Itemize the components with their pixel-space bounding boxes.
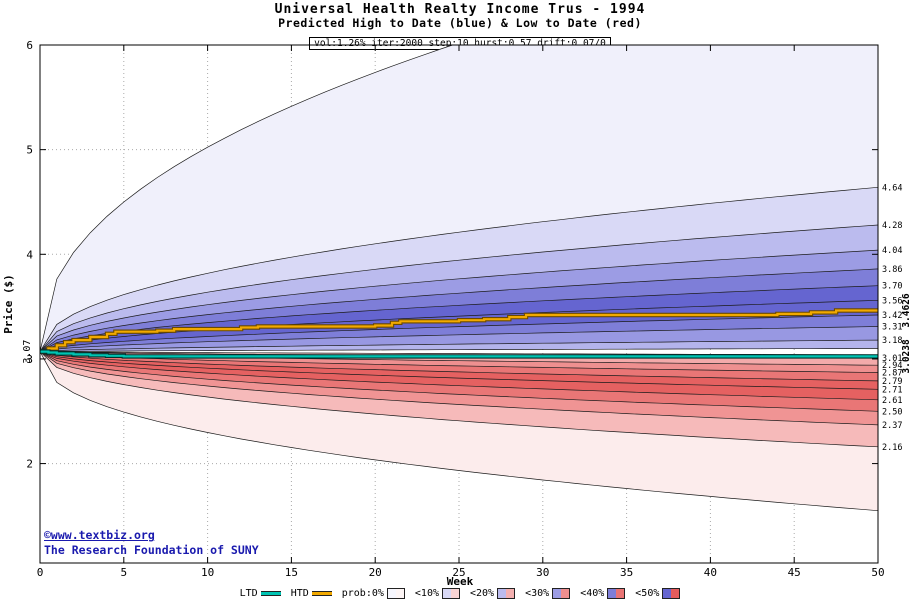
svg-text:2.94: 2.94: [882, 361, 902, 371]
legend-item-ltd: LTD: [240, 588, 281, 599]
legend-label: prob:0%: [341, 588, 384, 599]
legend-band-swatch: [662, 588, 681, 599]
legend-band-swatch: [442, 588, 460, 599]
svg-text:15: 15: [285, 566, 298, 579]
legend-label: <20%: [470, 588, 495, 599]
legend-label: <30%: [525, 588, 550, 599]
legend-label: <10%: [414, 588, 439, 599]
legend-line-swatch: [311, 591, 332, 596]
svg-text:3.86: 3.86: [882, 265, 902, 275]
copyright-block: ©www.textbiz.org The Research Foundation…: [44, 528, 259, 558]
legend-line-swatch: [260, 591, 281, 596]
legend-item-10: <10%: [415, 588, 460, 599]
right-value-labels: 4.64 4.28 4.04 3.86 3.70 3.56 3.423.31 3.18 3.01…: [882, 183, 902, 453]
svg-text:25: 25: [452, 566, 465, 579]
svg-text:3.01: 3.01: [882, 354, 902, 364]
svg-text:40: 40: [704, 566, 717, 579]
legend: LTD HTD prob:0% <10% <20% <30% <40% <50%: [0, 588, 920, 599]
legend-item-20: <20%: [470, 588, 516, 599]
legend-label: LTD: [239, 588, 258, 599]
htd-line: [40, 309, 878, 353]
ltd-line: [40, 350, 878, 358]
start-price-label: 3.07: [22, 340, 33, 364]
svg-text:2.61: 2.61: [882, 396, 902, 406]
svg-text:3.31: 3.31: [882, 322, 902, 332]
y-axis-label: Price ($): [2, 274, 15, 334]
svg-text:45: 45: [788, 566, 801, 579]
legend-band-swatch: [552, 588, 571, 599]
svg-text:2.37: 2.37: [882, 421, 902, 431]
svg-text:5: 5: [120, 566, 127, 579]
legend-item-50: <50%: [635, 588, 681, 599]
svg-text:3.42: 3.42: [882, 311, 902, 321]
svg-text:4.28: 4.28: [882, 221, 902, 231]
svg-text:3.18: 3.18: [882, 336, 902, 346]
svg-text:20: 20: [369, 566, 382, 579]
legend-band-swatch: [386, 588, 405, 599]
svg-text:4.04: 4.04: [882, 246, 902, 256]
svg-text:2.50: 2.50: [882, 407, 902, 417]
legend-label: HTD: [290, 588, 309, 599]
svg-text:6: 6: [26, 39, 33, 52]
copyright-link[interactable]: ©www.textbiz.org: [44, 528, 155, 542]
probability-bands: [40, 45, 878, 512]
svg-text:3.56: 3.56: [882, 296, 902, 306]
svg-text:3: 3: [26, 353, 33, 366]
svg-text:30: 30: [536, 566, 549, 579]
svg-text:35: 35: [620, 566, 633, 579]
legend-item-40: <40%: [580, 588, 626, 599]
htd-end-label: 3.4626: [901, 293, 912, 328]
copyright-org: The Research Foundation of SUNY: [44, 542, 259, 557]
svg-text:3.70: 3.70: [882, 282, 902, 292]
svg-text:10: 10: [201, 566, 214, 579]
legend-label: <40%: [580, 588, 605, 599]
legend-item-30: <30%: [525, 588, 571, 599]
svg-text:2.87: 2.87: [882, 369, 902, 379]
svg-text:2.16: 2.16: [882, 443, 902, 453]
svg-text:0: 0: [37, 566, 44, 579]
svg-text:2.71: 2.71: [882, 385, 902, 395]
legend-band-swatch: [607, 588, 626, 599]
legend-item-htd: HTD: [291, 588, 332, 599]
ltd-end-label: 3.0238: [901, 339, 912, 374]
svg-text:4.64: 4.64: [882, 183, 902, 193]
legend-item-prob0: prob:0%: [342, 588, 405, 599]
htd-ltd-lines: [40, 308, 878, 359]
svg-text:2.79: 2.79: [882, 377, 902, 387]
legend-label: <50%: [635, 588, 660, 599]
svg-text:50: 50: [871, 566, 884, 579]
svg-text:5: 5: [26, 144, 33, 157]
svg-text:4: 4: [26, 248, 33, 261]
svg-text:2: 2: [26, 458, 33, 471]
legend-band-swatch: [497, 588, 516, 599]
x-axis-label: Week: [446, 575, 474, 588]
